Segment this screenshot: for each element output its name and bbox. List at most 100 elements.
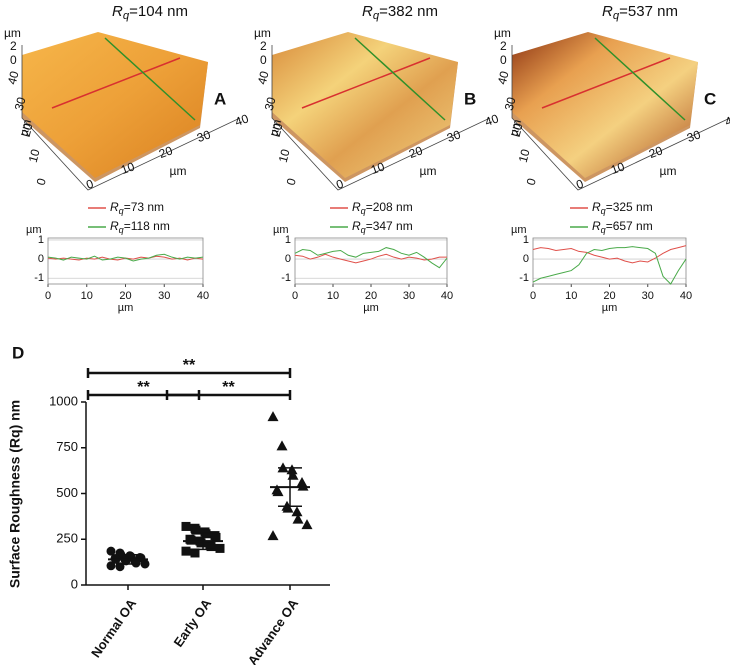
profile-line-green: [354, 37, 446, 121]
x-axis-label: µm: [118, 302, 134, 314]
significance-label: **: [137, 379, 150, 396]
y-tick-label: -1: [34, 272, 44, 284]
z-axis-label: µm: [254, 26, 271, 40]
x-tick-label: 30: [158, 290, 170, 302]
axis-frame: [271, 45, 491, 191]
y-tick-label: 10: [26, 147, 43, 164]
data-point: [206, 542, 216, 552]
x-axis-label: µm: [602, 302, 618, 314]
profile-line-red: [541, 57, 671, 109]
data-point: [291, 506, 303, 517]
y-axis-label: µm: [266, 118, 284, 138]
panel-title: Rq=382 nm: [362, 3, 438, 22]
x-tick-label: Early OA: [170, 596, 214, 650]
y-tick-label: 0: [71, 576, 78, 591]
data-point: [267, 411, 279, 422]
x-tick-label: 30: [195, 127, 213, 145]
y-tick-label: 1000: [49, 393, 78, 408]
y-tick-label: -1: [519, 272, 529, 284]
legend-label: Rq=657 nm: [592, 219, 653, 235]
x-tick-label: 20: [157, 143, 175, 161]
y-tick-label: 250: [56, 531, 78, 546]
data-point: [131, 558, 141, 568]
x-tick-label: 10: [119, 159, 137, 177]
data-point: [106, 546, 116, 556]
y-tick-label: 20: [509, 121, 526, 138]
x-tick-label: 40: [441, 290, 453, 302]
legend-label: Rq=325 nm: [592, 200, 653, 216]
x-tick-label: 20: [119, 290, 131, 302]
y-axis-label: µm: [16, 118, 34, 138]
y-tick-label: 1: [285, 234, 291, 246]
y-tick-label: 40: [495, 69, 512, 86]
z-tick-label: 2: [500, 39, 507, 53]
legend-label: Rq=347 nm: [352, 219, 413, 235]
x-tick-label: 40: [483, 111, 501, 129]
significance-label: **: [183, 357, 196, 374]
data-point: [191, 525, 201, 535]
panel-title: Rq=104 nm: [112, 3, 188, 22]
x-axis-label: µm: [420, 164, 437, 178]
x-tick-label: 40: [233, 111, 251, 129]
profile-line-green: [104, 37, 196, 121]
x-tick-label: 0: [45, 290, 51, 302]
z-tick-label: 0: [500, 53, 507, 67]
data-point: [140, 559, 150, 569]
y-tick-label: 10: [516, 147, 533, 164]
data-point: [190, 548, 200, 558]
panel-title: Rq=537 nm: [602, 3, 678, 22]
y-tick-label: 0: [285, 253, 291, 265]
x-tick-label: 30: [403, 290, 415, 302]
x-tick-label: 40: [197, 290, 209, 302]
y-tick-label: 500: [56, 485, 78, 500]
legend-label: Rq=208 nm: [352, 200, 413, 216]
y-axis-label: µm: [26, 224, 42, 236]
axis-frame: [511, 45, 730, 191]
x-tick-label: Advance OA: [245, 596, 302, 665]
data-point: [282, 502, 294, 513]
data-point: [211, 532, 221, 542]
data-point: [272, 486, 284, 497]
x-tick-label: 0: [334, 176, 345, 192]
x-tick-label: 30: [685, 127, 703, 145]
x-tick-label: 10: [565, 290, 577, 302]
x-tick-label: 20: [407, 143, 425, 161]
y-axis-label: µm: [511, 224, 527, 236]
surface-letter: B: [464, 89, 476, 108]
data-point: [201, 529, 211, 539]
x-tick-label: Normal OA: [88, 596, 140, 661]
x-axis-label: µm: [363, 302, 379, 314]
data-point: [297, 480, 309, 491]
x-axis-label: µm: [170, 164, 187, 178]
profile-line: [294, 253, 447, 264]
z-tick-label: 2: [260, 39, 267, 53]
axis-frame: [21, 45, 241, 191]
y-tick-label: 20: [19, 121, 36, 138]
x-tick-label: 20: [365, 290, 377, 302]
afm-surface: [272, 32, 458, 178]
y-tick-label: 1: [38, 234, 44, 246]
y-tick-label: 0: [524, 176, 539, 186]
z-axis-label: µm: [494, 26, 511, 40]
data-point: [181, 546, 191, 556]
x-tick-label: 30: [445, 127, 463, 145]
profile-line: [47, 253, 204, 262]
profile-line: [532, 245, 687, 264]
y-tick-label: 1: [523, 234, 529, 246]
y-tick-label: -1: [281, 272, 291, 284]
profile-line-green: [594, 37, 686, 121]
plot-frame: [532, 237, 687, 285]
x-tick-label: 10: [81, 290, 93, 302]
y-axis-label: µm: [273, 224, 289, 236]
surface-letter: C: [704, 89, 716, 108]
significance-label: **: [222, 379, 235, 396]
legend-label: Rq=118 nm: [110, 219, 170, 235]
y-axis-label: µm: [506, 118, 524, 138]
y-tick-label: 20: [269, 121, 286, 138]
surface-letter: A: [214, 89, 226, 108]
y-tick-label: 0: [284, 176, 299, 186]
data-point: [196, 538, 206, 548]
